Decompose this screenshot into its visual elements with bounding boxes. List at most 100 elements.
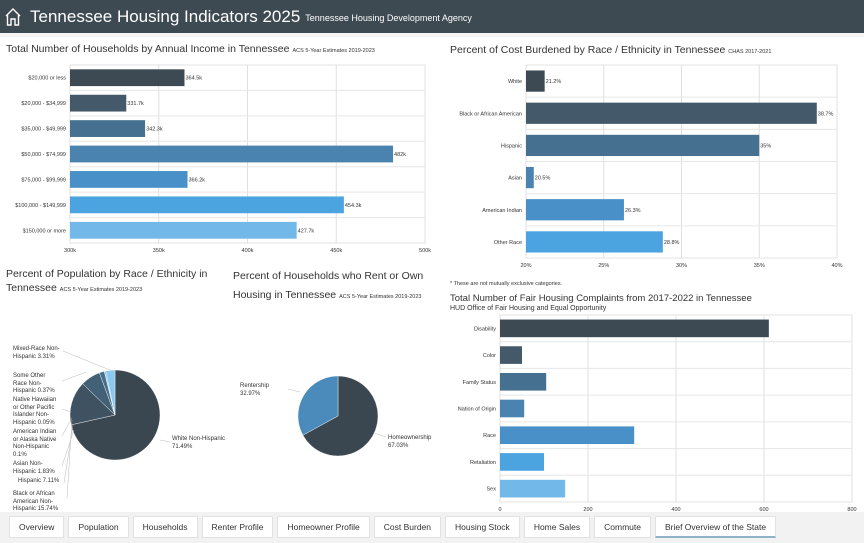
y-category-label: $35,000 - $49,999 <box>21 127 66 133</box>
header-divider <box>0 33 864 37</box>
x-tick-label: 20% <box>520 263 531 269</box>
pie-slice <box>70 369 161 461</box>
x-tick-label: 400k <box>242 248 254 254</box>
x-tick-label: 25% <box>598 263 609 269</box>
leader-line <box>61 371 87 382</box>
leader-line <box>61 417 73 437</box>
bar <box>526 166 534 189</box>
tab-bar: Overview Population Households Renter Profi… <box>0 512 864 543</box>
x-tick-label: 200 <box>583 507 592 513</box>
population-pie-source: ACS 5-Year Estimates 2019-2023 <box>59 287 143 293</box>
bar <box>526 231 663 253</box>
bar <box>500 426 635 445</box>
data-label: 482k <box>394 152 406 158</box>
data-label: 366.2k <box>189 177 206 183</box>
complaints-chart-title-text: Total Number of Fair Housing Complaints … <box>450 293 752 304</box>
y-category-label: Black or African American <box>459 111 522 117</box>
pie-slice <box>105 369 116 416</box>
tab-housing-stock[interactable]: Housing Stock <box>445 516 520 538</box>
leader-line <box>63 424 74 484</box>
data-label: 38.7% <box>818 111 834 117</box>
cost-burden-chart-title-text: Percent of Cost Burdened by Race / Ethni… <box>450 44 726 56</box>
y-category-label: Retaliation <box>470 460 496 466</box>
leader-line <box>61 429 75 467</box>
y-category-label: $50,000 - $74,999 <box>21 152 66 158</box>
cost-burden-footnote: * These are not mutually exclusive categ… <box>450 281 563 287</box>
pie-label-native-hawaiian: Native Hawaiian or Other Pacific Islande… <box>13 397 57 426</box>
x-tick-label: 35% <box>754 263 765 269</box>
x-tick-label: 800 <box>847 507 856 513</box>
y-category-label: $75,000 - $99,999 <box>21 177 66 183</box>
pie-label-rentership: Rentership 32.97% <box>240 383 270 397</box>
y-category-label: $100,000 - $149,999 <box>15 203 66 209</box>
app-header: Tennessee Housing Indicators 2025 Tennes… <box>0 0 864 33</box>
bar <box>70 196 344 214</box>
pie-label-white: White Non-Hispanic 71.49% <box>172 436 226 450</box>
bar <box>500 346 522 364</box>
income-chart-title-text: Total Number of Households by Annual Inc… <box>6 43 290 55</box>
data-label: 342.3k <box>146 127 163 133</box>
tenure-pie-source: ACS 5-Year Estimates 2019-2023 <box>339 294 422 300</box>
data-label: 427.7k <box>298 228 315 234</box>
x-tick-label: 40% <box>831 263 842 269</box>
pie-label-mixed-race: Mixed-Race Non-Hispanic 3.31% <box>13 346 60 360</box>
y-category-label: American Indian <box>482 208 522 214</box>
population-pie-title-text-2: Tennessee <box>6 282 57 294</box>
tab-households[interactable]: Households <box>132 516 198 538</box>
pie-label-asian: Asian Non-Hispanic 1.83% <box>13 461 55 475</box>
tab-population[interactable]: Population <box>68 516 129 538</box>
tab-cost-burden[interactable]: Cost Burden <box>373 516 441 538</box>
tab-brief-overview-of-the-state[interactable]: Brief Overview of the State <box>654 516 777 538</box>
home-icon[interactable] <box>4 7 22 27</box>
bar <box>526 70 545 92</box>
bar <box>70 171 188 188</box>
pie-label-black: Black or African American Non-Hispanic 1… <box>13 491 59 512</box>
tab-homeowner-profile[interactable]: Homeowner Profile <box>277 516 370 538</box>
x-tick-label: 30% <box>676 263 687 269</box>
x-tick-label: 350k <box>153 248 165 254</box>
pie-label-american-indian: American Indian or Alaska Native Non-His… <box>13 429 57 458</box>
population-pie-title: Percent of Population by Race / Ethnicit… <box>6 267 207 297</box>
pie-slice <box>297 375 339 436</box>
y-category-label: Sex <box>487 487 497 493</box>
x-tick-label: 500k <box>419 248 431 254</box>
data-label: 364.5k <box>185 76 202 82</box>
income-chart-source: ACS 5-Year Estimates 2019-2023 <box>292 48 375 54</box>
income-chart-title: Total Number of Households by Annual Inc… <box>6 43 375 55</box>
y-category-label: Other Race <box>494 240 522 246</box>
bar <box>70 221 297 239</box>
bar <box>500 479 566 498</box>
y-category-label: $20,000 - $34,999 <box>21 101 66 107</box>
bar <box>500 453 544 471</box>
tab-home-sales[interactable]: Home Sales <box>523 516 591 538</box>
cost-burden-chart-source: CHAS 2017-2021 <box>728 49 772 55</box>
y-category-label: Asian <box>508 176 522 182</box>
y-category-label: Hispanic <box>501 143 522 149</box>
bar <box>526 134 760 157</box>
tab-commute[interactable]: Commute <box>594 516 651 538</box>
x-tick-label: 600 <box>759 507 768 513</box>
data-label: 28.8% <box>664 240 680 246</box>
tenure-pie-title-text: Percent of Households who Rent or Own <box>233 270 424 282</box>
data-label: 21.2% <box>546 79 562 85</box>
y-category-label: Color <box>483 353 496 359</box>
pie-slice <box>302 375 379 457</box>
bar <box>70 145 394 163</box>
population-pie-title-text: Percent of Population by Race / Ethnicit… <box>6 268 208 280</box>
tab-overview[interactable]: Overview <box>9 516 65 538</box>
y-category-label: Nation of Origin <box>458 407 496 413</box>
x-tick-label: 400 <box>671 507 680 513</box>
tab-renter-profile[interactable]: Renter Profile <box>201 516 274 538</box>
tenure-pie-title-text-2: Housing in Tennessee <box>233 289 337 301</box>
data-label: 331.7k <box>127 101 144 107</box>
leader-line <box>287 388 301 393</box>
y-category-label: Family Status <box>463 380 497 386</box>
leader-line <box>61 408 72 413</box>
bar <box>70 94 127 112</box>
x-tick-label: 300k <box>64 248 76 254</box>
y-category-label: $20,000 or less <box>28 76 66 82</box>
